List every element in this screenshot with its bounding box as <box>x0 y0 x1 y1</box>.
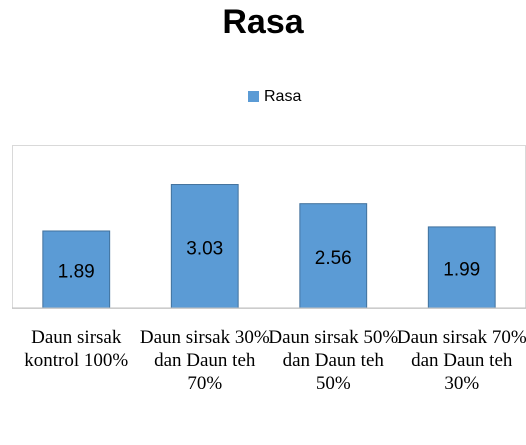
bar <box>170 184 239 309</box>
chart-title: Rasa <box>222 3 304 41</box>
legend-swatch <box>248 91 259 102</box>
legend-label: Rasa <box>264 88 301 105</box>
value-label: 1.99 <box>443 259 480 280</box>
bar <box>42 230 111 309</box>
x-tick-label: Daun sirsak 30% dan Daun teh 70% <box>139 327 270 394</box>
bar <box>299 203 368 309</box>
x-tick-label: Daun sirsak 70% dan Daun teh 30% <box>396 327 526 394</box>
x-tick-label: Daun sirsak 50% dan Daun teh 50% <box>268 327 399 394</box>
value-label: 3.03 <box>186 238 223 259</box>
value-label: 2.56 <box>315 248 352 269</box>
value-label: 1.89 <box>58 262 95 283</box>
x-tick-label: Daun sirsak kontrol 100% <box>24 327 129 371</box>
bar <box>427 226 496 309</box>
